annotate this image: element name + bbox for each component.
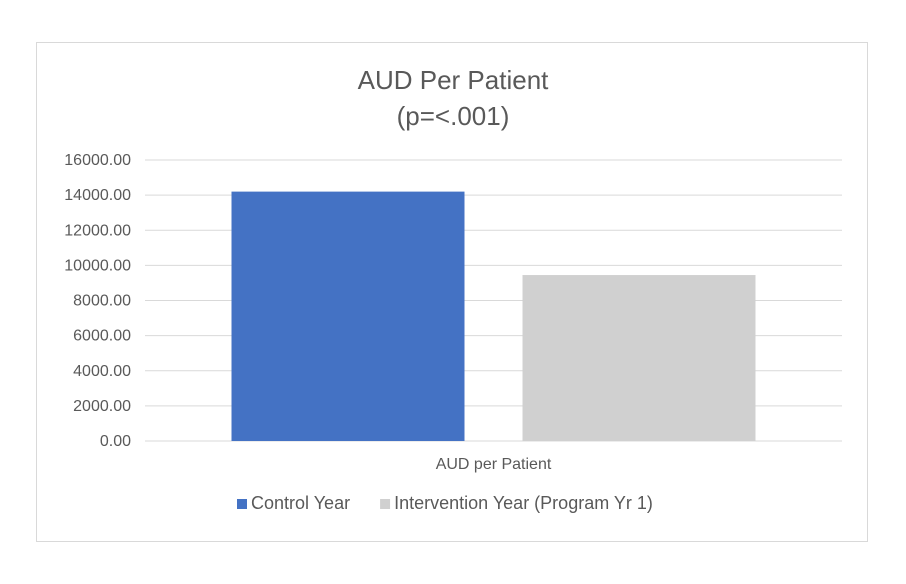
- bars: [231, 191, 756, 441]
- y-tick-label: 4000.00: [73, 363, 131, 380]
- legend-label: Intervention Year (Program Yr 1): [394, 493, 653, 513]
- bar-control-year: [231, 191, 465, 441]
- bar-intervention-year-program-yr-1: [522, 275, 756, 441]
- legend-label: Control Year: [251, 493, 350, 513]
- legend-swatch: [237, 499, 247, 509]
- y-tick-label: 16000.00: [64, 152, 131, 169]
- y-tick-label: 10000.00: [64, 257, 131, 274]
- x-category-label: AUD per Patient: [436, 456, 552, 473]
- x-axis-categories: AUD per Patient: [436, 456, 552, 473]
- chart-frame: AUD Per Patient (p=<.001) 0.00 2000.00 400…: [36, 42, 868, 542]
- legend-swatch: [380, 499, 391, 509]
- y-tick-label: 0.00: [100, 433, 131, 450]
- y-tick-label: 14000.00: [64, 187, 131, 204]
- chart-title: AUD Per Patient: [358, 65, 550, 95]
- y-axis-ticks: 0.00 2000.00 4000.00 6000.00 8000.00 10000.00…: [64, 152, 131, 450]
- y-tick-label: 6000.00: [73, 328, 131, 345]
- y-tick-label: 2000.00: [73, 398, 131, 415]
- y-tick-label: 8000.00: [73, 293, 131, 310]
- y-tick-label: 12000.00: [64, 222, 131, 239]
- chart-svg: AUD Per Patient (p=<.001) 0.00 2000.00 400…: [64, 65, 842, 513]
- chart-subtitle: (p=<.001): [397, 101, 510, 131]
- legend: Control Year Intervention Year (Program Y…: [237, 493, 653, 513]
